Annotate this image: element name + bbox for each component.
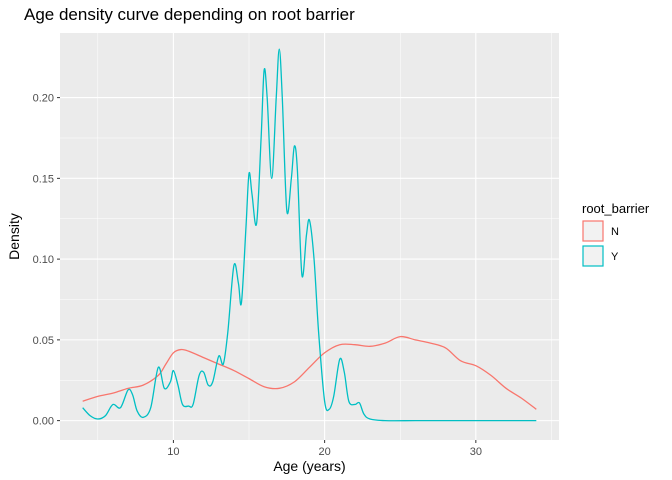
legend-keys: NY [582, 220, 619, 267]
legend: root_barrier NY [582, 201, 650, 267]
x-tick-label: 10 [167, 446, 179, 458]
grid-major [60, 33, 559, 440]
y-axis-title: Density [6, 213, 22, 260]
x-axis: 10 20 30 [167, 440, 482, 458]
plot-panel [60, 33, 559, 440]
y-tick-label: 0.10 [33, 254, 54, 266]
legend-title: root_barrier [582, 201, 650, 216]
y-tick-label: 0.05 [33, 335, 54, 347]
y-axis: 0.00 0.05 0.10 0.15 0.20 [33, 93, 60, 428]
y-tick-label: 0.15 [33, 173, 54, 185]
y-tick-label: 0.00 [33, 416, 54, 428]
legend-key-N [582, 220, 604, 242]
legend-label-N: N [611, 226, 619, 238]
x-tick-label: 20 [318, 446, 330, 458]
grid-minor [60, 33, 559, 440]
legend-label-Y: Y [611, 251, 619, 263]
series-layer [82, 48, 537, 422]
legend-key-Y [582, 245, 604, 267]
y-tick-label: 0.20 [33, 93, 54, 105]
x-tick-label: 30 [470, 446, 482, 458]
chart-title: Age density curve depending on root barr… [24, 5, 355, 24]
density-line-Y [82, 48, 537, 422]
x-axis-title: Age (years) [273, 458, 345, 474]
